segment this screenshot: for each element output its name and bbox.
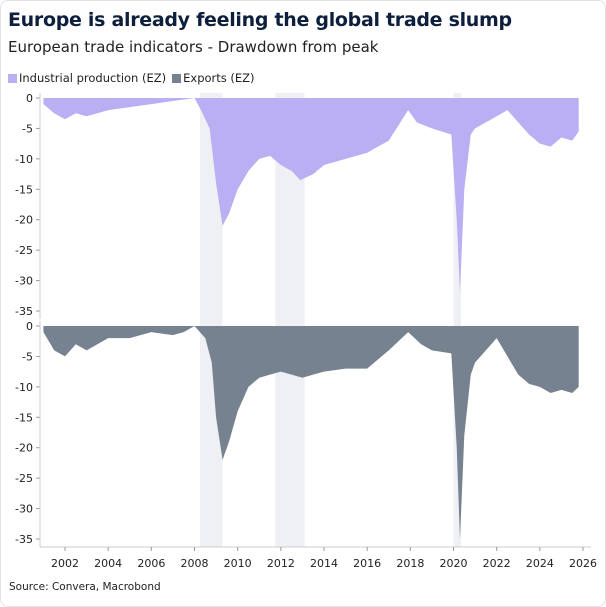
chart-subtitle: European trade indicators - Drawdown fro…: [8, 38, 379, 56]
y-tick-label: -10: [15, 153, 33, 166]
x-tick-label: 2024: [526, 557, 554, 570]
y-tick-label: -35: [15, 533, 33, 546]
y-tick-label: -15: [15, 183, 33, 196]
chart-plot: 0 -5 -10 -15 -20 -25 -30 -35 0 -5 -10 -15 -20 -25 -30 -…: [15, 92, 597, 570]
y-tick-label: -15: [15, 411, 33, 424]
area-series-0: [43, 98, 579, 293]
chart-title: Europe is already feeling the global tra…: [8, 9, 512, 31]
x-tick-label: 2014: [310, 557, 338, 570]
x-tick-label: 2002: [51, 557, 79, 570]
y-tick-label: -25: [15, 472, 33, 485]
y-tick-label: -5: [22, 350, 33, 363]
y-tick-label: -25: [15, 244, 33, 257]
shaded-period: [199, 93, 223, 547]
x-tick-label: 2010: [224, 557, 252, 570]
source-note: Source: Convera, Macrobond: [9, 581, 161, 593]
y-tick-label: -10: [15, 381, 33, 394]
x-tick-label: 2016: [353, 557, 381, 570]
y-tick-label: 0: [26, 92, 33, 105]
legend-swatch: [8, 73, 17, 83]
y-tick-label: -30: [15, 503, 33, 516]
y-tick-label: 0: [26, 320, 33, 333]
legend-label: Exports (EZ): [183, 71, 255, 85]
shaded-period: [453, 93, 462, 547]
legend-item-industrial-production: Industrial production (EZ): [8, 71, 166, 85]
y-tick-label: -30: [15, 275, 33, 288]
x-tick-label: 2018: [396, 557, 424, 570]
y-tick-label: -20: [15, 214, 33, 227]
y-tick-label: -35: [15, 305, 33, 318]
x-tick-label: 2008: [181, 557, 209, 570]
legend-label: Industrial production (EZ): [19, 71, 167, 85]
area-series-1: [43, 326, 579, 539]
y-tick-label: -20: [15, 442, 33, 455]
x-tick-label: 2026: [569, 557, 597, 570]
x-tick-label: 2012: [267, 557, 295, 570]
legend: Industrial production (EZ) Exports (EZ): [8, 71, 255, 85]
x-tick-label: 2020: [440, 557, 468, 570]
y-tick-label: -5: [22, 122, 33, 135]
x-tick-label: 2022: [483, 557, 511, 570]
x-tick-label: 2004: [94, 557, 122, 570]
legend-swatch: [172, 73, 182, 83]
x-tick-label: 2006: [137, 557, 165, 570]
legend-item-exports: Exports (EZ): [172, 71, 255, 85]
